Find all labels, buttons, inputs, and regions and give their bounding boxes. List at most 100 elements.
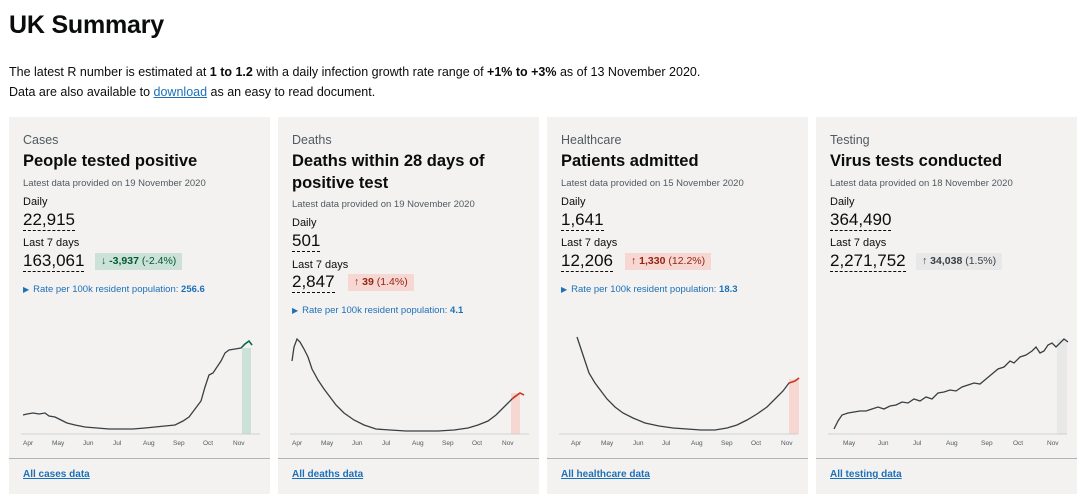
download-link[interactable]: download [153,85,208,99]
week-value[interactable]: 163,061 [23,251,85,272]
month-tick: Jul [662,440,671,447]
month-tick: Oct [203,440,213,447]
latest-date: Latest data provided on 15 November 2020 [561,178,744,189]
healthcare-chart: Apr May Jun Jul Aug Sep Oct Nov [547,317,808,457]
week-value[interactable]: 2,271,752 [830,251,906,272]
week-label: Last 7 days [23,237,80,249]
month-tick: May [843,440,856,447]
month-tick: May [321,440,334,447]
month-tick: Apr [292,440,303,447]
daily-value[interactable]: 364,490 [830,210,892,231]
testing-chart: May Jun Jul Aug Sep Oct Nov [816,317,1077,457]
card-deaths: Deaths Deaths within 28 days of positive… [278,117,539,494]
growth-rate-value: +1% to +3% [487,65,557,79]
month-tick: Sep [442,440,454,447]
change-badge: ↑ 34,038 (1.5%) [916,253,1003,270]
latest-date: Latest data provided on 18 November 2020 [830,178,1013,189]
recent-highlight [1057,339,1067,434]
daily-value[interactable]: 1,641 [561,210,604,231]
trend-line [833,338,1069,430]
deaths-chart: Apr May Jun Jul Aug Sep Oct Nov [278,317,539,457]
month-tick: Nov [502,440,514,447]
trend-line [22,340,253,430]
r-number-value: 1 to 1.2 [209,65,253,79]
month-tick: Oct [472,440,482,447]
card-title: Patients admitted [561,152,699,170]
change-badge: ↓ -3,937 (-2.4%) [95,253,183,270]
recent-highlight [511,393,520,434]
week-label: Last 7 days [561,237,618,249]
all-deaths-link[interactable]: All deaths data [292,469,364,480]
recent-line [788,377,800,384]
card-title: People tested positive [23,152,198,170]
month-tick: Oct [1013,440,1023,447]
month-tick: Aug [946,440,958,447]
card-testing: Testing Virus tests conducted Latest dat… [816,117,1077,494]
change-badge: ↑ 1,330 (12.2%) [625,253,712,270]
daily-label: Daily [830,196,855,208]
month-tick: Nov [233,440,245,447]
daily-label: Daily [561,196,586,208]
month-tick: Nov [781,440,793,447]
testing-sparkline: May Jun Jul Aug Sep Oct Nov [828,338,1069,447]
download-paragraph: Data are also available to download as a… [9,85,376,99]
summary-cards: Cases People tested positive Latest data… [9,117,1077,494]
recent-line [241,339,253,348]
rate-toggle[interactable]: ▶ Rate per 100k resident population: 256.… [23,284,205,295]
recent-line [511,392,525,400]
cases-sparkline: Apr May Jun Jul Aug Sep Oct Nov [21,339,260,447]
cases-chart: Apr May Jun Jul Aug Sep Oct Nov [9,317,270,457]
trend-line [291,337,525,432]
r-number-paragraph: The latest R number is estimated at 1 to… [9,65,701,79]
card-category: Testing [830,133,870,147]
arrow-up-icon: ↑ [631,255,637,267]
triangle-right-icon: ▶ [23,285,30,294]
intro-text: The latest R number is estimated at 1 to… [9,62,700,102]
week-label: Last 7 days [292,259,349,271]
triangle-right-icon: ▶ [561,285,568,294]
rate-toggle[interactable]: ▶ Rate per 100k resident population: 4.1 [292,305,464,316]
card-category: Healthcare [561,133,622,147]
month-tick: May [52,440,65,447]
daily-value[interactable]: 22,915 [23,210,75,231]
month-tick: Nov [1047,440,1059,447]
month-tick: Sep [981,440,993,447]
card-healthcare: Healthcare Patients admitted Latest data… [547,117,808,494]
card-footer: All cases data [9,458,270,480]
all-testing-link[interactable]: All testing data [830,469,902,480]
recent-highlight [789,379,799,434]
month-tick: Jun [633,440,644,447]
card-category: Deaths [292,133,332,147]
page-title: UK Summary [9,11,164,39]
month-tick: Jul [382,440,391,447]
card-title: Virus tests conducted [830,152,1003,170]
healthcare-sparkline: Apr May Jun Jul Aug Sep Oct Nov [559,336,800,447]
card-footer: All deaths data [278,458,539,480]
deaths-sparkline: Apr May Jun Jul Aug Sep Oct Nov [290,337,529,447]
triangle-right-icon: ▶ [292,306,299,315]
trend-line [576,336,800,431]
latest-date: Latest data provided on 19 November 2020 [292,199,475,210]
week-value[interactable]: 2,847 [292,272,335,293]
week-value[interactable]: 12,206 [561,251,613,272]
change-badge: ↑ 39 (1.4%) [348,274,414,291]
month-tick: Sep [173,440,185,447]
daily-label: Daily [23,196,48,208]
arrow-up-icon: ↑ [922,255,928,267]
month-tick: Jul [113,440,122,447]
card-title: Deaths within 28 days of positive test [292,152,485,192]
month-tick: Jun [83,440,94,447]
card-footer: All healthcare data [547,458,808,480]
daily-label: Daily [292,217,317,229]
daily-value[interactable]: 501 [292,231,321,252]
card-footer: All testing data [816,458,1077,480]
month-tick: Apr [23,440,34,447]
all-cases-link[interactable]: All cases data [23,469,90,480]
latest-date: Latest data provided on 19 November 2020 [23,178,206,189]
month-tick: Jun [878,440,889,447]
rate-toggle[interactable]: ▶ Rate per 100k resident population: 18.3 [561,284,738,295]
month-tick: Jul [913,440,922,447]
month-tick: Aug [412,440,424,447]
all-healthcare-link[interactable]: All healthcare data [561,469,650,480]
month-tick: Jun [352,440,363,447]
